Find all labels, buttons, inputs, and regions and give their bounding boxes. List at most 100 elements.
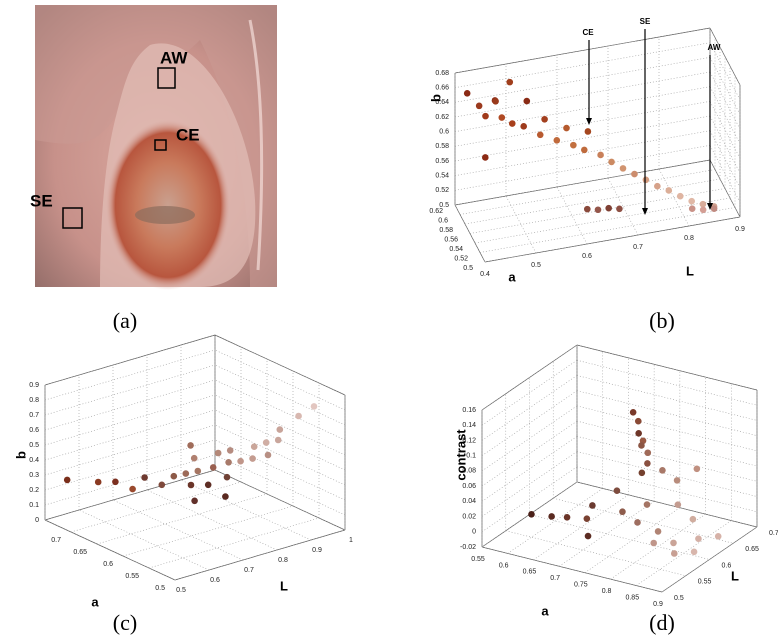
data-point [482, 154, 489, 161]
grid-line [481, 375, 578, 441]
data-point [482, 112, 489, 120]
data-point [541, 115, 548, 123]
data-point [570, 141, 577, 149]
data-point [608, 158, 615, 166]
x-tick-label: 0.65 [523, 569, 537, 576]
chart-panel: 0.5 0.6 0.7 0.8 0.9 1 0.5 0.55 0.6 0.65 0.7 0 0.1 0.2… [13, 334, 353, 635]
data-point [563, 513, 571, 521]
z-tick-label: 0.06 [462, 483, 476, 490]
data-point [710, 205, 718, 212]
z-tick-label: 0.54 [435, 173, 449, 180]
grid-line [576, 481, 758, 528]
grid-line [454, 130, 711, 176]
axis-line [214, 469, 346, 531]
grid-line [214, 394, 346, 456]
data-point [214, 449, 222, 457]
x-tick-label: 0.9 [653, 601, 663, 608]
data-point [191, 497, 198, 505]
roi-box [62, 207, 83, 229]
grid-line [44, 349, 216, 401]
axis-line [214, 334, 346, 396]
x-tick-label: 0.5 [531, 262, 541, 269]
z-tick-label: 0.58 [435, 143, 449, 150]
grid-line [96, 493, 268, 545]
roi-box [157, 67, 176, 89]
grid-line [576, 359, 758, 406]
y-tick-label: 0.6 [722, 562, 732, 569]
data-point [634, 519, 641, 526]
z-tick-label: 0.3 [29, 472, 39, 479]
x-axis-label: L [686, 263, 694, 278]
grid-line [507, 488, 603, 554]
x-tick-label: 0.9 [312, 547, 322, 554]
z-axis-label: b [428, 94, 443, 102]
data-point [274, 436, 282, 444]
data-point [492, 97, 499, 105]
y-tick-label: 0.55 [698, 579, 712, 586]
photo-fold [35, 5, 277, 287]
grid-line [481, 344, 578, 411]
data-point [553, 137, 561, 144]
data-point [699, 206, 707, 214]
grid-line [576, 375, 758, 421]
photo-os [135, 206, 195, 224]
data-point [654, 182, 661, 190]
data-point [225, 459, 232, 466]
data-point [643, 501, 651, 508]
data-point [642, 176, 650, 184]
annotation: AW [708, 43, 721, 52]
grid-line [180, 479, 312, 541]
grid-line [576, 420, 758, 467]
data-point [629, 408, 637, 416]
grid-line [479, 207, 736, 253]
grid-line [454, 57, 711, 103]
data-point [670, 539, 677, 547]
data-point [187, 442, 194, 449]
caption: (a) [113, 308, 137, 333]
grid-line [481, 405, 578, 472]
data-point [548, 513, 555, 520]
grid-line [454, 71, 711, 118]
data-point [310, 403, 318, 410]
z-tick-label: 0.6 [29, 427, 39, 434]
y-tick-label: 0.58 [439, 227, 453, 234]
z-tick-label: 0.56 [435, 158, 449, 165]
z-tick-label: 0.62 [435, 114, 449, 121]
data-point [613, 487, 621, 494]
photo-label: SE [30, 191, 53, 210]
data-point [182, 470, 190, 477]
data-point [563, 124, 570, 132]
grid-line [44, 364, 216, 416]
data-point [94, 478, 102, 486]
grid-line [454, 27, 711, 74]
data-point [190, 454, 198, 462]
photo-label: CE [176, 125, 200, 144]
data-point [699, 200, 707, 208]
z-tick-label: 0 [472, 529, 476, 536]
y-tick-label: 0.6 [438, 217, 448, 224]
x-tick-label: 0.7 [633, 244, 643, 251]
grid-line [146, 489, 278, 551]
grid-line [576, 405, 758, 452]
z-tick-label: 0.68 [435, 70, 449, 77]
x-tick-label: 0.9 [735, 226, 745, 233]
grid-line [44, 394, 216, 446]
data-point [187, 481, 195, 489]
data-point [506, 78, 514, 86]
x-tick-label: 0.85 [625, 594, 639, 601]
data-point [508, 120, 516, 127]
grid-line [474, 197, 731, 244]
x-axis-label: L [280, 578, 288, 593]
data-point [619, 508, 626, 516]
data-point [650, 539, 658, 547]
y-tick-label: 0.55 [125, 573, 139, 580]
data-point [63, 476, 71, 484]
z-tick-label: 0.16 [462, 407, 476, 414]
x-tick-label: 0.55 [471, 556, 485, 563]
data-point [638, 442, 645, 449]
grid-line [44, 439, 216, 491]
grid-line [484, 216, 741, 263]
grid-line [44, 379, 216, 431]
y-tick-label: 0.5 [155, 585, 165, 592]
